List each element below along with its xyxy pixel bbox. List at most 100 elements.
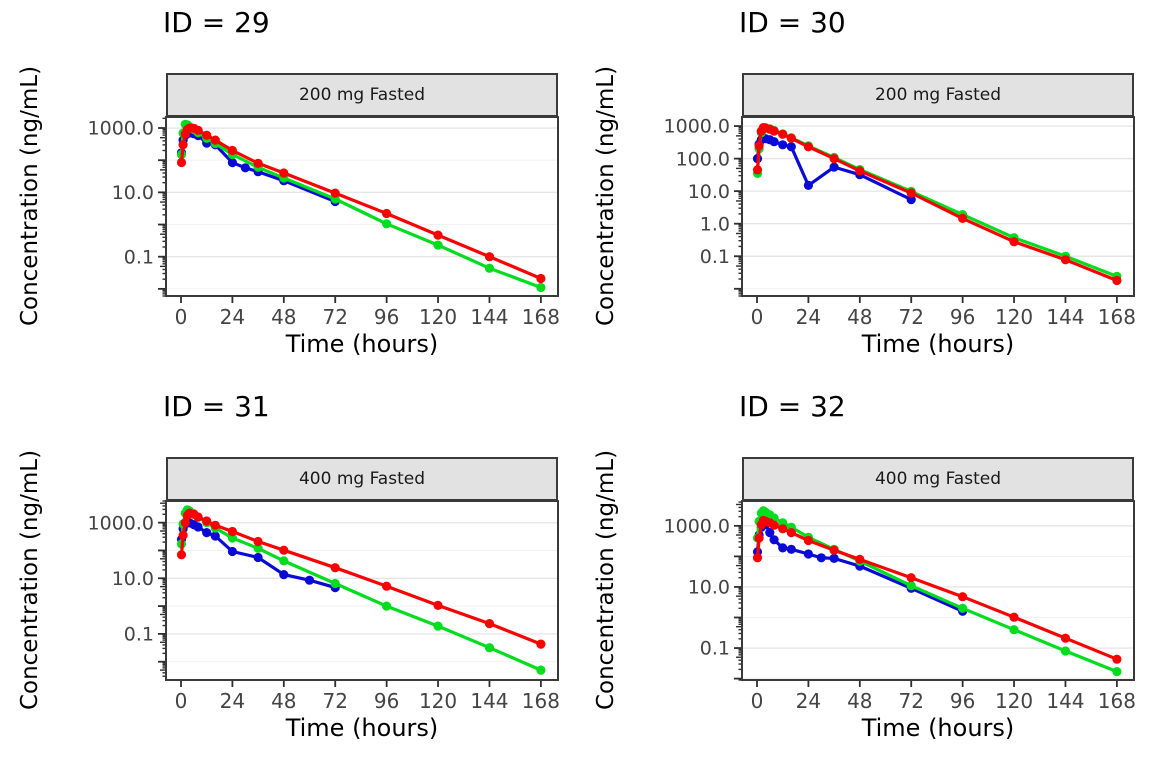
x-axis-label: Time (hours) [285, 330, 439, 358]
x-tick-label: 0 [175, 305, 188, 329]
panel-title: ID = 30 [739, 6, 846, 39]
facet-panel-id-29: ID = 29 Concentration (ng/mL) 1000.0 10.0… [0, 0, 576, 384]
panel-title: ID = 29 [163, 6, 270, 39]
facet-strip-label: 200 mg Fasted [874, 85, 1001, 105]
x-tick-label: 96 [374, 689, 399, 713]
x-tick-label: 0 [175, 689, 188, 713]
data-point-red-prediction [1060, 255, 1071, 265]
data-point-red-prediction [1060, 633, 1071, 643]
data-point-red-prediction [382, 581, 392, 591]
data-point-red-prediction [202, 130, 212, 140]
data-point-red-prediction [1009, 237, 1019, 247]
x-tick-label: 96 [374, 305, 399, 329]
data-point-red-prediction [786, 133, 796, 143]
y-tick-label: 1000.0 [88, 512, 154, 534]
data-point-red-prediction [253, 158, 263, 168]
data-point-red-prediction [778, 129, 788, 139]
data-point-red-prediction [1112, 654, 1122, 664]
data-point-red-prediction [829, 545, 839, 555]
y-tick-label: 10.0 [688, 577, 730, 599]
x-tick-label: 144 [470, 689, 508, 713]
facet-panel-id-30: ID = 30 Concentration (ng/mL) 1000.0 100.… [576, 0, 1152, 384]
data-point-red-prediction [484, 619, 495, 629]
x-tick-label: 144 [1046, 689, 1084, 713]
data-point-green-prediction [433, 621, 443, 631]
data-point-blue-observed [829, 162, 839, 172]
data-point-red-prediction [754, 141, 764, 151]
data-point-blue-observed [240, 163, 250, 173]
panel-border [165, 116, 559, 297]
data-point-red-prediction [906, 573, 916, 583]
y-tick-label: 1000.0 [664, 515, 730, 537]
data-point-red-prediction [330, 188, 340, 198]
data-point-green-prediction [536, 665, 546, 675]
facet-panel-id-32: ID = 32 Concentration (ng/mL) 1000.0 10.0… [576, 384, 1152, 768]
x-tick-label: 72 [322, 689, 347, 713]
y-tick-label: 0.1 [700, 638, 730, 660]
x-tick-label: 168 [1098, 305, 1136, 329]
data-point-green-prediction [279, 556, 289, 566]
plot-svg-0: 1000.0 10.0 0.1 0 24 48 72 96 120 144 168 [88, 116, 560, 329]
data-point-red-prediction [536, 639, 546, 649]
plot-svg-1: 1000.0 100.0 10.0 1.0 0.1 0 24 48 72 96 120 144 168 [664, 116, 1136, 329]
data-point-green-prediction [906, 581, 916, 591]
panel-border [741, 116, 1135, 297]
x-tick-label: 48 [271, 305, 296, 329]
data-point-green-prediction [227, 533, 237, 543]
data-point-red-prediction [202, 516, 212, 526]
facet-panel-id-31: ID = 31 Concentration (ng/mL) 1000.0 10.0… [0, 384, 576, 768]
data-point-red-prediction [382, 208, 392, 219]
data-point-red-prediction [330, 563, 340, 573]
data-point-red-prediction [958, 213, 968, 223]
data-point-red-prediction [210, 135, 220, 145]
x-axis-label: Time (hours) [861, 330, 1015, 358]
data-point-red-prediction [227, 145, 237, 156]
data-point-red-prediction [803, 142, 813, 152]
x-tick-label: 72 [898, 689, 923, 713]
data-point-red-prediction [178, 530, 188, 540]
data-point-blue-observed [829, 553, 839, 563]
data-point-red-prediction [176, 157, 187, 168]
data-point-red-prediction [176, 550, 187, 560]
x-tick-label: 168 [522, 689, 560, 713]
y-tick-label: 10.0 [112, 568, 154, 590]
data-point-red-prediction [1112, 275, 1122, 286]
facet-strip-label: 400 mg Fasted [298, 469, 425, 489]
data-point-blue-observed [803, 549, 813, 559]
x-tick-label: 24 [796, 689, 821, 713]
x-tick-label: 48 [271, 689, 296, 713]
data-point-red-prediction [786, 528, 796, 538]
data-point-red-prediction [180, 518, 190, 528]
data-point-blue-observed [227, 546, 237, 557]
data-point-red-prediction [227, 526, 237, 537]
data-point-red-prediction [754, 533, 764, 543]
data-point-red-prediction [210, 520, 220, 530]
facet-strip-label: 200 mg Fasted [298, 85, 425, 105]
panel-border [165, 500, 559, 681]
data-point-blue-observed [193, 522, 203, 532]
x-tick-label: 96 [950, 305, 975, 329]
facet-strip: 400 mg Fasted [166, 457, 558, 501]
y-tick-label: 1000.0 [88, 118, 154, 140]
data-point-blue-observed [210, 531, 220, 541]
data-point-blue-observed [279, 570, 289, 580]
data-point-red-prediction [193, 512, 203, 522]
y-tick-label: 0.1 [700, 246, 730, 268]
x-tick-label: 168 [1098, 689, 1136, 713]
data-point-red-prediction [178, 140, 188, 150]
x-tick-label: 72 [898, 305, 923, 329]
data-point-red-prediction [433, 600, 443, 610]
x-tick-label: 120 [419, 689, 457, 713]
data-point-green-prediction [1060, 646, 1071, 656]
data-point-red-prediction [778, 524, 788, 534]
data-point-red-prediction [433, 230, 443, 240]
panel-title: ID = 32 [739, 390, 846, 423]
panel-title: ID = 31 [163, 390, 270, 423]
y-tick-label: 1.0 [700, 213, 730, 235]
y-tick-label: 10.0 [688, 181, 730, 203]
data-point-blue-observed [765, 528, 775, 538]
data-point-red-prediction [193, 125, 203, 135]
x-tick-label: 24 [796, 305, 821, 329]
x-tick-label: 24 [220, 305, 245, 329]
